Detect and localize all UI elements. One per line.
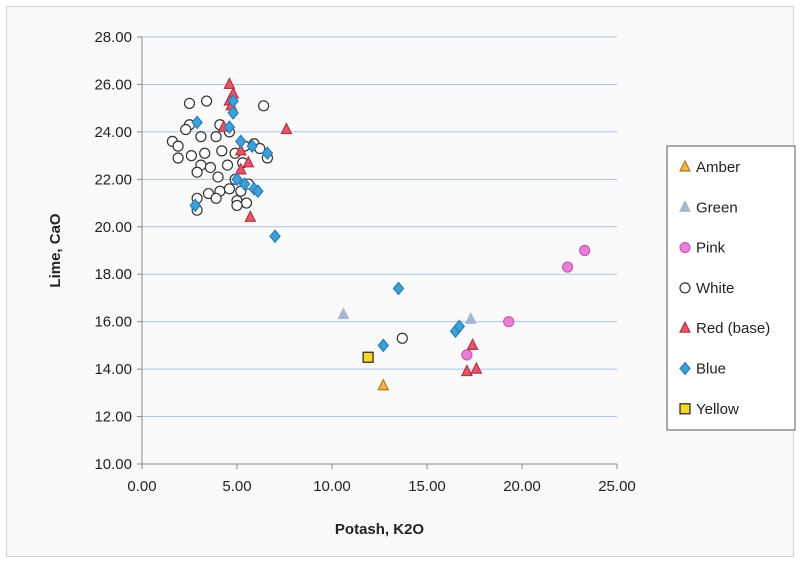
point-pink — [461, 349, 473, 361]
point-white — [172, 152, 184, 164]
point-red-base — [466, 338, 479, 350]
point-white — [191, 166, 203, 178]
y-axis-title: Lime, CaO — [47, 213, 64, 288]
point-red-base — [234, 143, 247, 156]
point-white — [183, 97, 196, 110]
point-white — [221, 159, 234, 171]
legend-label-pink: Pink — [696, 240, 726, 257]
point-blue — [238, 177, 251, 192]
y-tick-label: 14.00 — [94, 361, 132, 378]
x-tick-label: 25.00 — [598, 478, 636, 495]
legend-label-yellow: Yellow — [696, 401, 739, 418]
y-tick-label: 12.00 — [94, 409, 132, 426]
x-tick-label: 10.00 — [313, 478, 351, 495]
point-white — [204, 161, 216, 174]
legend-label-blue: Blue — [696, 361, 726, 378]
y-tick-label: 18.00 — [94, 266, 132, 283]
point-white — [210, 192, 222, 204]
x-tick-label: 20.00 — [503, 478, 541, 495]
legend: Amber Green Pink White Red (base) Blue Yellow — [666, 145, 796, 431]
point-red-base — [242, 155, 255, 168]
point-white — [180, 123, 192, 136]
legend-label-red-base: Red (base) — [696, 320, 770, 337]
point-blue — [227, 105, 239, 120]
legend-marker-yellow — [679, 403, 691, 415]
y-tick-label: 10.00 — [94, 456, 132, 473]
y-tick-label: 24.00 — [94, 124, 132, 141]
point-green — [337, 307, 350, 320]
point-blue — [261, 146, 274, 161]
data-points — [166, 77, 591, 391]
point-red-base — [234, 162, 247, 175]
point-white — [212, 171, 224, 183]
point-blue — [246, 139, 258, 154]
point-pink — [561, 261, 574, 273]
legend-label-amber: Amber — [696, 159, 740, 176]
point-blue — [189, 198, 201, 213]
point-white — [258, 100, 270, 112]
point-blue — [453, 319, 466, 334]
point-red-base — [470, 361, 483, 374]
tick-labels: 10.00 12.00 14.00 16.00 18.00 20.00 22.00 24.00… — [94, 29, 635, 495]
legend-marker-blue — [679, 361, 691, 376]
legend-label-white: White — [696, 280, 734, 297]
point-green — [464, 311, 477, 324]
point-white — [199, 147, 211, 159]
legend-label-green: Green — [696, 199, 738, 216]
point-white — [396, 332, 408, 344]
point-red-base — [280, 122, 293, 135]
x-axis-title: Potash, K2O — [335, 521, 425, 538]
point-blue — [235, 134, 247, 149]
point-blue — [269, 229, 281, 244]
point-amber — [377, 378, 390, 391]
legend-marker-white — [679, 282, 691, 294]
point-blue — [252, 184, 264, 199]
point-white — [195, 131, 207, 143]
x-tick-label: 5.00 — [222, 478, 251, 495]
point-blue — [231, 172, 243, 187]
legend-marker-amber — [679, 159, 691, 172]
chart-frame — [6, 6, 794, 557]
point-blue — [377, 338, 390, 353]
y-tick-label: 22.00 — [94, 171, 132, 188]
grid-lines — [142, 36, 617, 418]
y-tick-label: 16.00 — [94, 314, 132, 331]
point-red-base — [223, 77, 236, 90]
y-tick-label: 26.00 — [94, 76, 132, 93]
point-pink — [503, 316, 515, 328]
legend-marker-pink — [679, 242, 691, 254]
x-tick-label: 15.00 — [408, 478, 446, 495]
point-blue — [191, 115, 203, 130]
legend-marker-red-base — [679, 320, 691, 333]
point-blue — [223, 120, 236, 135]
point-white — [240, 197, 253, 209]
axes — [137, 36, 618, 469]
point-blue — [392, 281, 405, 296]
legend-marker-green — [679, 199, 691, 212]
point-white — [216, 145, 228, 157]
point-white — [223, 183, 235, 195]
point-pink — [579, 244, 591, 257]
point-white — [210, 131, 222, 143]
y-tick-label: 28.00 — [94, 29, 132, 46]
point-white — [231, 199, 243, 212]
point-red-base — [460, 364, 473, 377]
point-red-base — [244, 209, 257, 222]
y-tick-label: 20.00 — [94, 219, 132, 236]
point-white — [201, 95, 213, 107]
point-white — [172, 140, 184, 152]
x-tick-label: 0.00 — [127, 478, 156, 495]
point-yellow — [362, 351, 374, 363]
point-white — [185, 150, 197, 162]
